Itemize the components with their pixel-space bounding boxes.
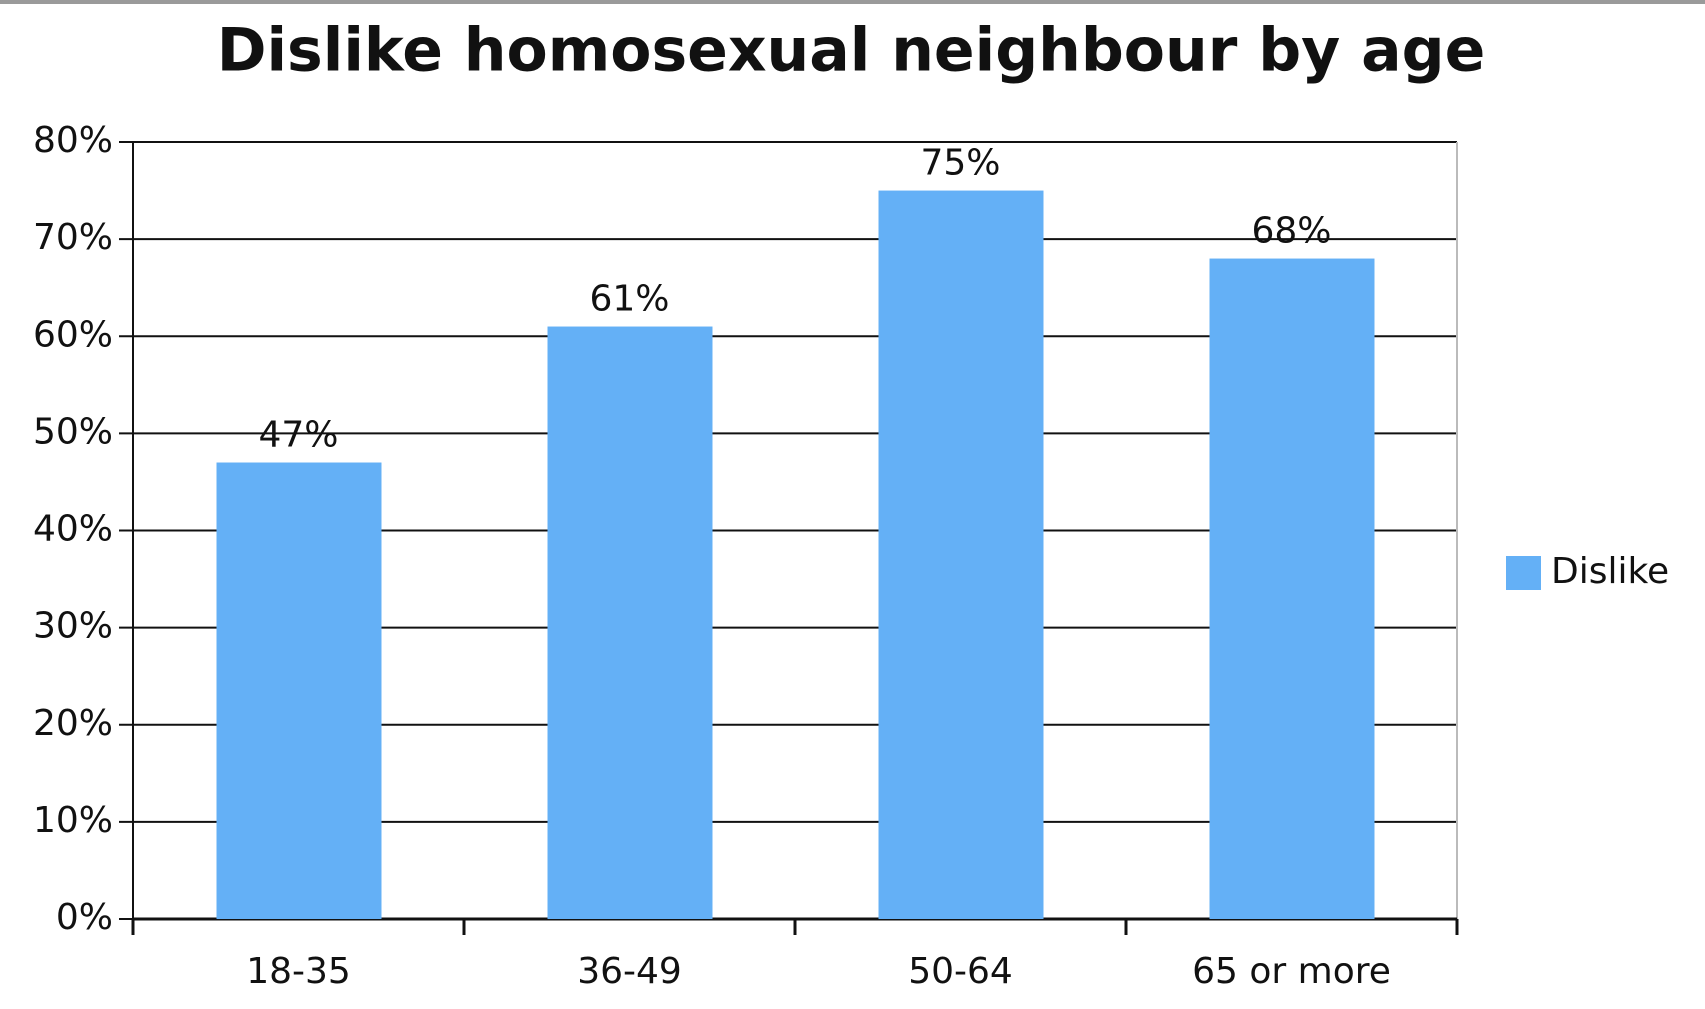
x-tick-label: 18-35 (246, 951, 351, 992)
bar (216, 462, 382, 919)
legend-swatch (1506, 556, 1541, 590)
y-tick-label: 60% (33, 314, 113, 355)
value-label: 47% (258, 415, 338, 456)
y-tick-label: 30% (33, 606, 113, 647)
y-tick-label: 70% (33, 217, 113, 258)
x-tick-label: 65 or more (1192, 951, 1391, 992)
value-label: 61% (589, 279, 669, 320)
y-tick-label: 40% (33, 509, 113, 550)
y-tick-label: 80% (33, 120, 113, 161)
bar (878, 190, 1044, 919)
bar (547, 326, 713, 920)
x-tick-label: 36-49 (577, 951, 682, 992)
chart-title: Dislike homosexual neighbour by age (217, 16, 1486, 86)
bar (1209, 258, 1375, 919)
y-tick-label: 10% (33, 800, 113, 841)
legend-label: Dislike (1551, 551, 1669, 592)
y-tick-label: 0% (56, 897, 113, 938)
x-tick-label: 50-64 (908, 951, 1013, 992)
value-label: 75% (920, 143, 1000, 184)
y-tick-label: 20% (33, 703, 113, 744)
y-tick-label: 50% (33, 411, 113, 452)
value-label: 68% (1251, 211, 1331, 252)
top-border (0, 0, 1705, 4)
